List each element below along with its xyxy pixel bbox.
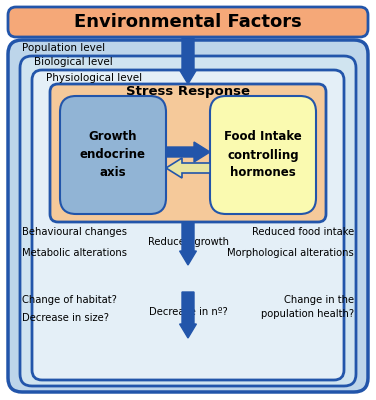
Text: Environmental Factors: Environmental Factors xyxy=(74,13,302,31)
Text: Behavioural changes: Behavioural changes xyxy=(22,227,127,237)
FancyBboxPatch shape xyxy=(8,7,368,37)
FancyBboxPatch shape xyxy=(50,84,326,222)
FancyBboxPatch shape xyxy=(210,96,316,214)
Text: Reduced food intake: Reduced food intake xyxy=(252,227,354,237)
FancyBboxPatch shape xyxy=(60,96,166,214)
FancyArrow shape xyxy=(180,292,196,338)
FancyArrow shape xyxy=(180,222,196,265)
Text: Physiological level: Physiological level xyxy=(46,73,142,83)
Text: Metabolic alterations: Metabolic alterations xyxy=(22,248,127,258)
Text: Change of habitat?: Change of habitat? xyxy=(22,295,117,305)
Text: Growth
endocrine
axis: Growth endocrine axis xyxy=(80,130,146,180)
Text: Population level: Population level xyxy=(22,43,105,53)
FancyArrow shape xyxy=(166,142,210,162)
Text: Decrease in nº?: Decrease in nº? xyxy=(149,307,227,317)
Text: Decrease in size?: Decrease in size? xyxy=(22,313,109,323)
FancyArrow shape xyxy=(166,158,210,178)
Text: Stress Response: Stress Response xyxy=(126,86,250,98)
Text: Change in the
population health?: Change in the population health? xyxy=(261,295,354,318)
Text: Reduced growth: Reduced growth xyxy=(147,237,229,247)
Text: Morphological alterations: Morphological alterations xyxy=(227,248,354,258)
FancyBboxPatch shape xyxy=(20,56,356,386)
FancyBboxPatch shape xyxy=(32,70,344,380)
FancyBboxPatch shape xyxy=(8,40,368,392)
Text: Biological level: Biological level xyxy=(34,57,113,67)
FancyArrow shape xyxy=(180,37,196,84)
Text: Food Intake
controlling
hormones: Food Intake controlling hormones xyxy=(224,130,302,180)
